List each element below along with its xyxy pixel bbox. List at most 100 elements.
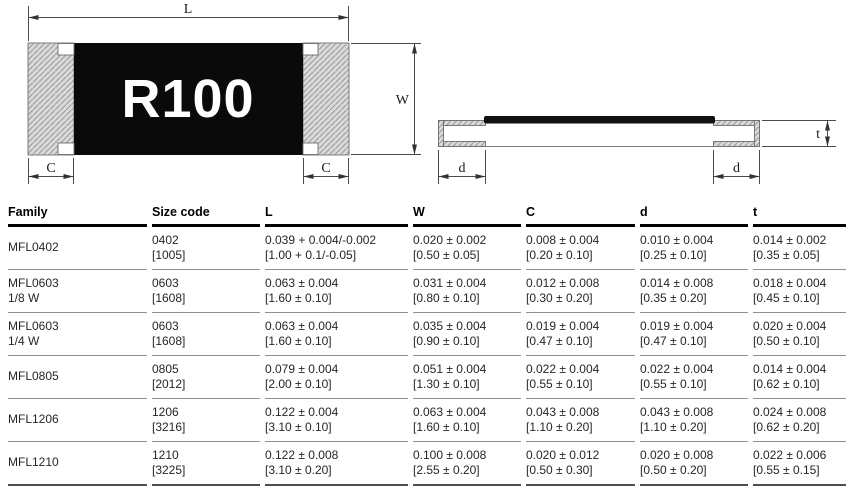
value-inch: 0.100 ± 0.008	[413, 447, 487, 462]
cell-size-code: 0603 [1608]	[152, 270, 260, 313]
notch	[57, 142, 75, 155]
value-mm: [0.35 ± 0.20]	[640, 291, 707, 305]
value-inch: 0.022 ± 0.004	[640, 361, 714, 376]
value-mm: [0.35 ± 0.05]	[753, 248, 820, 262]
size-table-body: MFL0402 0402 [1005] 0.039 + 0.004/-0.002…	[8, 227, 846, 486]
table-row: MFL0603 1/4 W 0603 [1608] 0.063 ± 0.004 …	[8, 313, 846, 356]
table-row: MFL0402 0402 [1005] 0.039 + 0.004/-0.002…	[8, 227, 846, 270]
value-inch: 0.014 ± 0.002	[753, 232, 827, 247]
cell-d: 0.022 ± 0.004 [0.55 ± 0.10]	[640, 356, 748, 399]
cell-d: 0.043 ± 0.008 [1.10 ± 0.20]	[640, 399, 748, 442]
cell-family: MFL0805	[8, 356, 147, 399]
cell-t: 0.022 ± 0.006 [0.55 ± 0.15]	[753, 442, 846, 486]
value-inch: 0.019 ± 0.004	[640, 318, 714, 333]
cell-W: 0.063 ± 0.004 [1.60 ± 0.10]	[413, 399, 521, 442]
family-power: 1/8 W	[8, 291, 40, 305]
cell-W: 0.020 ± 0.002 [0.50 ± 0.05]	[413, 227, 521, 270]
value-mm: [0.55 ± 0.15]	[753, 463, 820, 477]
value-inch: 0.063 ± 0.004	[265, 275, 339, 290]
terminal-left	[27, 42, 75, 156]
value-mm: [1.10 ± 0.20]	[526, 420, 593, 434]
dimension-t: t	[762, 120, 836, 147]
cell-W: 0.031 ± 0.004 [0.80 ± 0.10]	[413, 270, 521, 313]
value-inch: 0.010 ± 0.004	[640, 232, 714, 247]
value-inch: 0.018 ± 0.004	[753, 275, 827, 290]
size-code-inch: 1206	[152, 404, 179, 419]
value-mm: [0.50 ± 0.20]	[640, 463, 707, 477]
resistor-black-body	[74, 43, 303, 155]
value-mm: [0.50 ± 0.05]	[413, 248, 480, 262]
cell-t: 0.014 ± 0.004 [0.62 ± 0.10]	[753, 356, 846, 399]
side-view-diagram: t d d	[438, 116, 836, 184]
cell-d: 0.020 ± 0.008 [0.50 ± 0.20]	[640, 442, 748, 486]
cell-size-code: 0402 [1005]	[152, 227, 260, 270]
value-mm: [1.60 ± 0.10]	[413, 420, 480, 434]
value-mm: [1.10 ± 0.20]	[640, 420, 707, 434]
value-mm: [1.30 ± 0.10]	[413, 377, 480, 391]
cell-L: 0.122 ± 0.008 [3.10 ± 0.20]	[265, 442, 408, 486]
dimension-drawings: L R100 W C	[0, 0, 854, 196]
table-row: MFL0805 0805 [2012] 0.079 ± 0.004 [2.00 …	[8, 356, 846, 399]
value-inch: 0.022 ± 0.004	[526, 361, 600, 376]
value-inch: 0.008 ± 0.004	[526, 232, 600, 247]
value-inch: 0.020 ± 0.008	[640, 447, 714, 462]
notch	[302, 142, 319, 155]
label-t: t	[816, 127, 820, 142]
cell-C: 0.020 ± 0.012 [0.50 ± 0.30]	[526, 442, 635, 486]
top-view-diagram: L R100 W C	[27, 2, 421, 184]
cell-d: 0.019 ± 0.004 [0.47 ± 0.10]	[640, 313, 748, 356]
dimension-d-right: d	[713, 150, 760, 184]
value-inch: 0.043 ± 0.008	[526, 404, 600, 419]
resistance-marking: R100	[121, 69, 254, 129]
col-header-t: t	[753, 202, 846, 227]
table-row: MFL1206 1206 [3216] 0.122 ± 0.004 [3.10 …	[8, 399, 846, 442]
cell-t: 0.014 ± 0.002 [0.35 ± 0.05]	[753, 227, 846, 270]
dimension-C-right: C	[303, 158, 349, 184]
size-code-mm: [1608]	[152, 291, 186, 305]
cell-C: 0.022 ± 0.004 [0.55 ± 0.10]	[526, 356, 635, 399]
cell-W: 0.100 ± 0.008 [2.55 ± 0.20]	[413, 442, 521, 486]
value-mm: [0.55 ± 0.10]	[526, 377, 593, 391]
size-code-inch: 0402	[152, 232, 179, 247]
value-inch: 0.014 ± 0.004	[753, 361, 827, 376]
size-code-inch: 0603	[152, 275, 179, 290]
col-header-W: W	[413, 202, 521, 227]
cell-t: 0.024 ± 0.008 [0.62 ± 0.20]	[753, 399, 846, 442]
col-header-d: d	[640, 202, 748, 227]
value-inch: 0.031 ± 0.004	[413, 275, 487, 290]
value-mm: [0.55 ± 0.10]	[640, 377, 707, 391]
value-mm: [0.25 ± 0.10]	[640, 248, 707, 262]
value-mm: [2.55 ± 0.20]	[413, 463, 480, 477]
size-code-mm: [3216]	[152, 420, 186, 434]
value-mm: [0.47 ± 0.10]	[640, 334, 707, 348]
cell-W: 0.035 ± 0.004 [0.90 ± 0.10]	[413, 313, 521, 356]
dimension-d-left: d	[438, 150, 486, 184]
cell-t: 0.020 ± 0.004 [0.50 ± 0.10]	[753, 313, 846, 356]
value-inch: 0.020 ± 0.002	[413, 232, 487, 247]
value-inch: 0.012 ± 0.008	[526, 275, 600, 290]
value-inch: 0.043 ± 0.008	[640, 404, 714, 419]
value-inch: 0.063 ± 0.004	[265, 318, 339, 333]
size-code-inch: 0603	[152, 318, 179, 333]
family-power: 1/4 W	[8, 334, 40, 348]
size-code-mm: [3225]	[152, 463, 186, 477]
electrode-cap-left	[438, 120, 486, 147]
value-mm: [0.30 ± 0.20]	[526, 291, 593, 305]
value-inch: 0.019 ± 0.004	[526, 318, 600, 333]
value-mm: [0.62 ± 0.10]	[753, 377, 820, 391]
col-header-C: C	[526, 202, 635, 227]
table-row: MFL1210 1210 [3225] 0.122 ± 0.008 [3.10 …	[8, 442, 846, 486]
cell-C: 0.008 ± 0.004 [0.20 ± 0.10]	[526, 227, 635, 270]
cell-C: 0.019 ± 0.004 [0.47 ± 0.10]	[526, 313, 635, 356]
value-inch: 0.051 ± 0.004	[413, 361, 487, 376]
resistive-layer	[484, 116, 715, 124]
table-header-row: Family Size code L W C d t	[8, 202, 846, 227]
family-name: MFL0805	[8, 369, 59, 384]
cell-L: 0.063 ± 0.004 [1.60 ± 0.10]	[265, 270, 408, 313]
value-mm: [0.20 ± 0.10]	[526, 248, 593, 262]
value-mm: [1.60 ± 0.10]	[265, 334, 332, 348]
cell-family: MFL1206	[8, 399, 147, 442]
size-code-mm: [2012]	[152, 377, 186, 391]
cell-family: MFL0603 1/4 W	[8, 313, 147, 356]
value-mm: [0.50 ± 0.30]	[526, 463, 593, 477]
